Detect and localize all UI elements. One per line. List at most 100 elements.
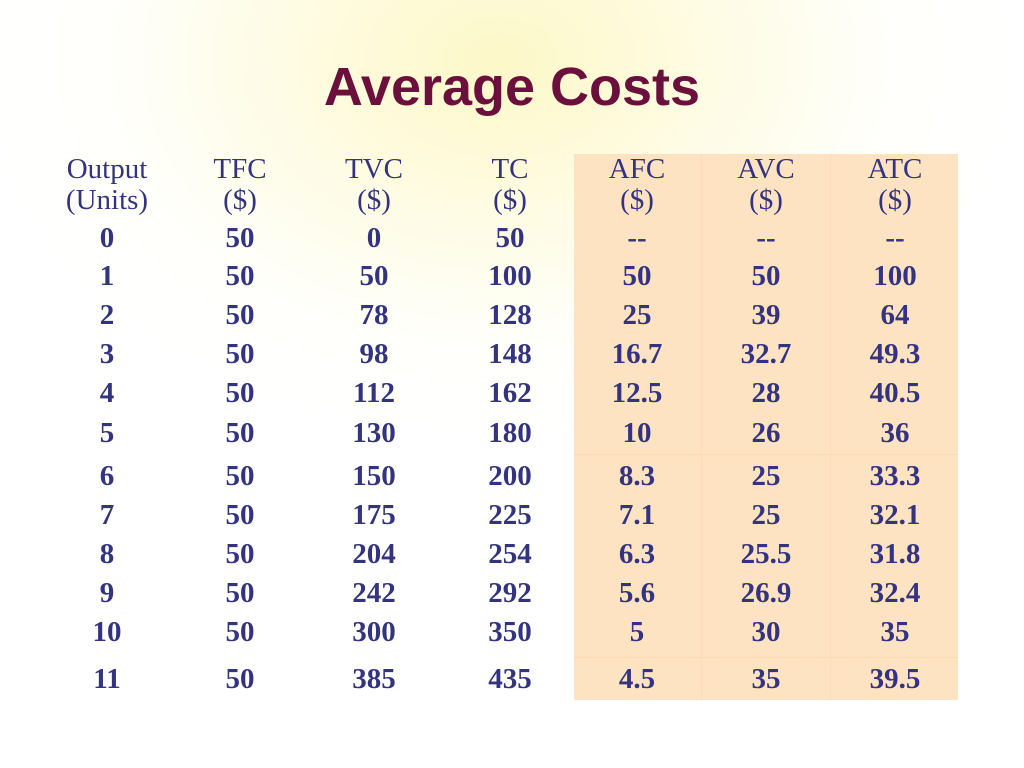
cell-afc: 10 <box>622 417 652 449</box>
cell-afc: 6.3 <box>618 538 656 570</box>
cell-tfc: 50 <box>225 417 255 449</box>
cell-output: 8 <box>99 538 115 570</box>
cell-atc: -- <box>885 222 905 254</box>
cell-avc: 28 <box>751 377 781 409</box>
average-costs-highlight <box>574 154 958 700</box>
cell-tfc: 50 <box>225 460 255 492</box>
cell-atc: 33.3 <box>869 460 921 492</box>
cell-tvc: 112 <box>353 377 395 409</box>
cell-tvc: 242 <box>352 577 396 609</box>
cell-output: 11 <box>93 663 121 695</box>
cell-afc: 16.7 <box>611 338 663 370</box>
cell-output: 1 <box>99 260 115 292</box>
cell-tvc: 175 <box>352 499 396 531</box>
cell-tfc: 50 <box>225 260 255 292</box>
cell-output: 5 <box>99 417 115 449</box>
cell-output: 0 <box>99 222 115 254</box>
column-divider <box>830 154 831 700</box>
header-output-unit: (Units) <box>65 184 149 216</box>
slide-title: Average Costs <box>323 57 701 117</box>
cell-output: 9 <box>99 577 115 609</box>
cell-tfc: 50 <box>225 299 255 331</box>
cell-avc: 39 <box>751 299 781 331</box>
cell-tc: 100 <box>488 260 532 292</box>
cell-tfc: 50 <box>225 499 255 531</box>
cell-output: 2 <box>99 299 115 331</box>
cell-tc: 200 <box>488 460 532 492</box>
cell-avc: 25 <box>751 460 781 492</box>
cell-tc: 350 <box>488 616 532 648</box>
cell-atc: 40.5 <box>869 377 921 409</box>
cell-output: 3 <box>99 338 115 370</box>
cell-output: 10 <box>92 616 122 648</box>
cell-atc: 64 <box>880 299 910 331</box>
header-avc-name: AVC <box>737 153 795 185</box>
cell-avc: 25.5 <box>740 538 792 570</box>
header-afc-name: AFC <box>608 153 666 185</box>
cell-tc: 254 <box>488 538 532 570</box>
row-divider <box>574 454 958 455</box>
cell-tvc: 385 <box>352 663 396 695</box>
cell-avc: 35 <box>751 663 781 695</box>
cell-tc: 180 <box>488 417 532 449</box>
cell-avc: 32.7 <box>740 338 792 370</box>
cell-tvc: 78 <box>359 299 389 331</box>
cell-tvc: 98 <box>359 338 389 370</box>
cell-afc: 8.3 <box>618 460 656 492</box>
column-divider <box>701 154 702 700</box>
header-tfc-unit: ($) <box>223 184 257 216</box>
header-tvc-name: TVC <box>345 153 403 185</box>
cell-atc: 31.8 <box>869 538 921 570</box>
cell-avc: 30 <box>751 616 781 648</box>
cell-tfc: 50 <box>225 577 255 609</box>
cell-output: 6 <box>99 460 115 492</box>
cell-afc: 5.6 <box>618 577 656 609</box>
cell-afc: 25 <box>622 299 652 331</box>
header-atc-unit: ($) <box>878 184 912 216</box>
cell-tvc: 300 <box>352 616 396 648</box>
cell-avc: -- <box>756 222 776 254</box>
header-atc-name: ATC <box>867 153 923 185</box>
header-tfc-name: TFC <box>213 153 267 185</box>
cell-tc: 50 <box>495 222 525 254</box>
cell-tvc: 0 <box>366 222 382 254</box>
header-output-name: Output <box>66 153 148 185</box>
header-tc-unit: ($) <box>493 184 527 216</box>
cell-tvc: 150 <box>352 460 396 492</box>
cell-tc: 292 <box>488 577 532 609</box>
cell-avc: 25 <box>751 499 781 531</box>
cell-tfc: 50 <box>225 338 255 370</box>
cell-tc: 162 <box>488 377 532 409</box>
header-afc-unit: ($) <box>620 184 654 216</box>
cell-tfc: 50 <box>225 663 255 695</box>
header-avc-unit: ($) <box>749 184 783 216</box>
cell-atc: 39.5 <box>869 663 921 695</box>
cell-output: 7 <box>99 499 115 531</box>
cell-avc: 26 <box>751 417 781 449</box>
cell-afc: 4.5 <box>618 663 656 695</box>
cell-tc: 225 <box>488 499 532 531</box>
cell-tvc: 50 <box>359 260 389 292</box>
cell-tc: 435 <box>488 663 532 695</box>
cell-afc: 12.5 <box>611 377 663 409</box>
cell-tfc: 50 <box>225 616 255 648</box>
cell-avc: 50 <box>751 260 781 292</box>
cell-tvc: 204 <box>352 538 396 570</box>
cell-afc: 50 <box>622 260 652 292</box>
cell-tfc: 50 <box>225 377 255 409</box>
cell-avc: 26.9 <box>740 577 792 609</box>
cell-tfc: 50 <box>225 538 255 570</box>
cell-tc: 148 <box>488 338 532 370</box>
cell-atc: 100 <box>873 260 917 292</box>
row-divider <box>574 657 958 658</box>
header-tc-name: TC <box>491 153 529 185</box>
cell-atc: 32.1 <box>869 499 921 531</box>
cell-tc: 128 <box>488 299 532 331</box>
cell-atc: 32.4 <box>869 577 921 609</box>
cell-afc: 7.1 <box>618 499 656 531</box>
cell-afc: 5 <box>629 616 645 648</box>
cell-output: 4 <box>99 377 115 409</box>
cell-atc: 36 <box>880 417 910 449</box>
cell-atc: 35 <box>880 616 910 648</box>
